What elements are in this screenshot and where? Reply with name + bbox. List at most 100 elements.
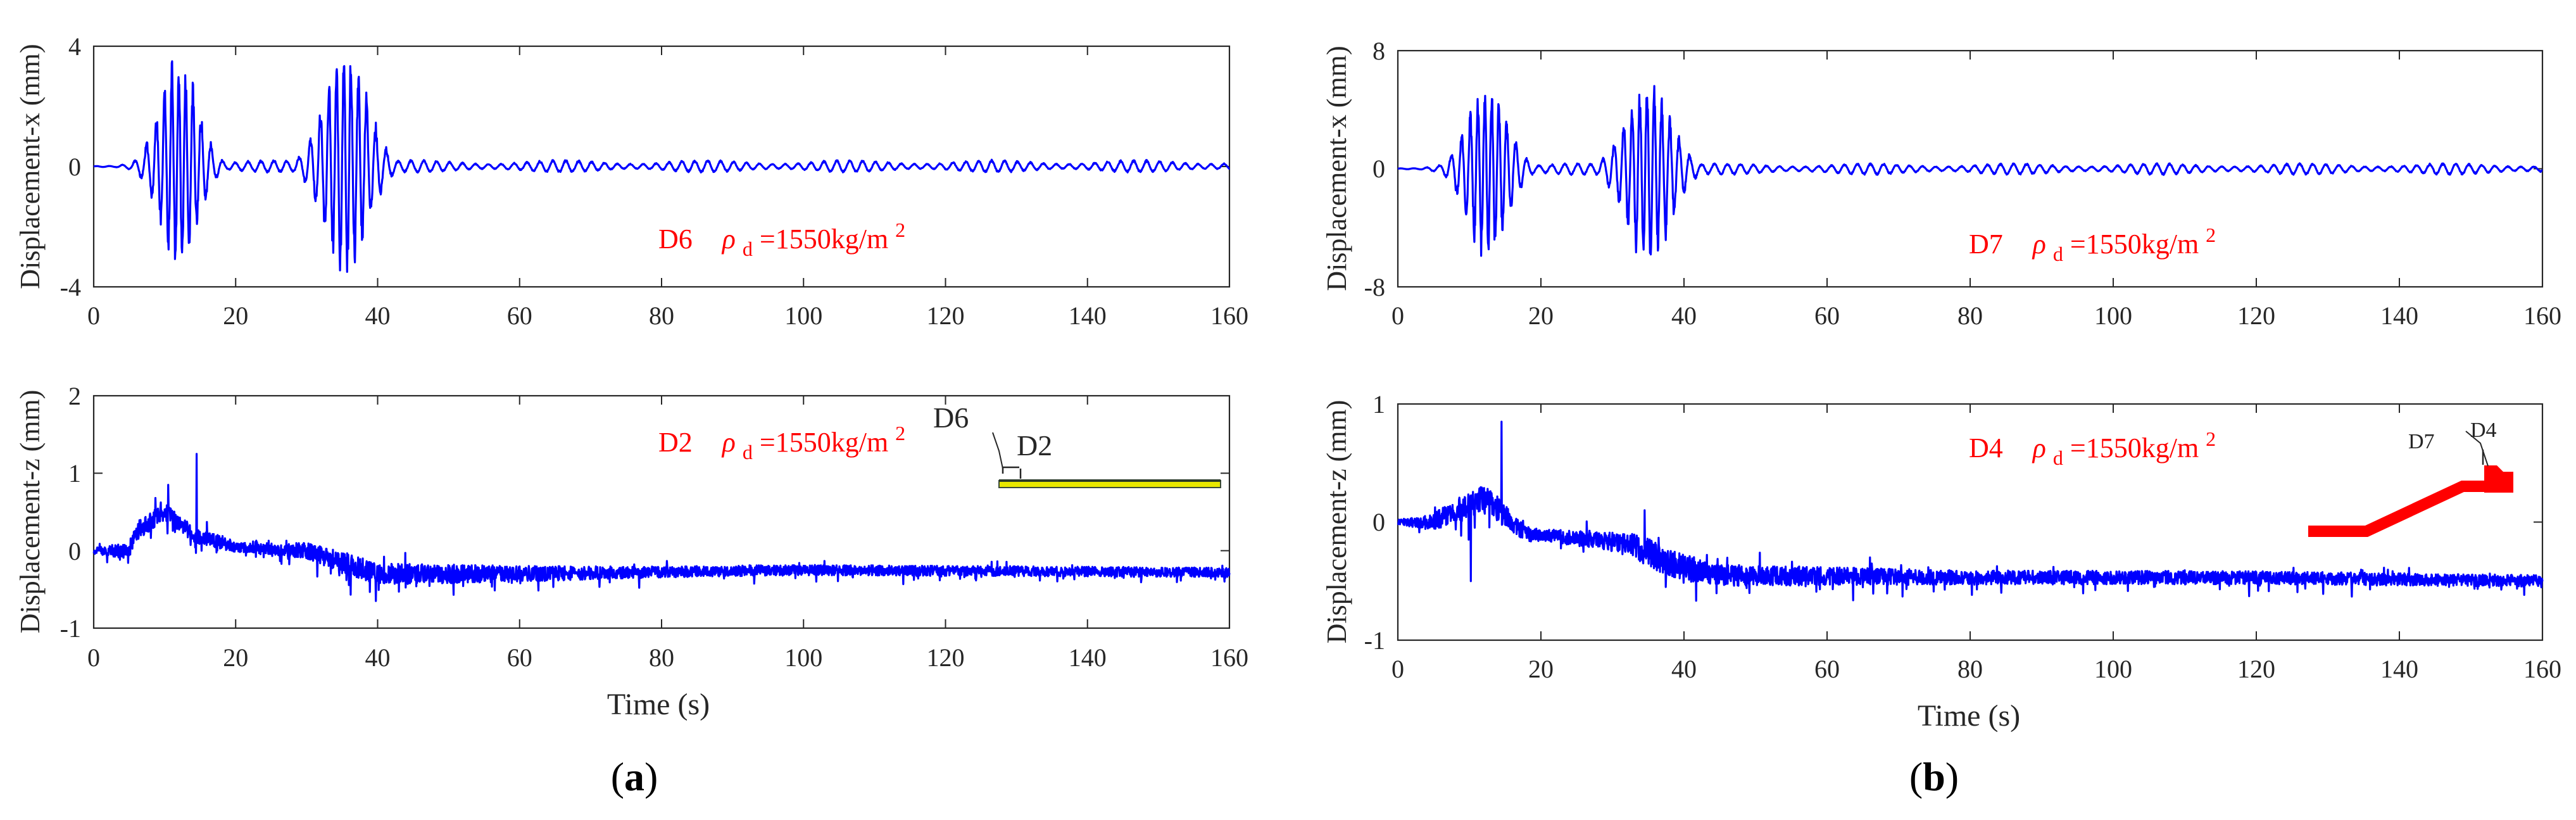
y-tick-label: 0: [1373, 155, 1385, 183]
annotation-sup: 2: [895, 218, 905, 241]
x-tick-label: 80: [1957, 655, 1983, 683]
y-tick-label: -8: [1364, 273, 1385, 301]
y-axis-label: Displacement-z (mm): [15, 390, 46, 634]
x-tick-label: 60: [1814, 655, 1840, 683]
x-tick-label: 160: [2523, 301, 2561, 330]
x-tick-label: 20: [223, 643, 248, 672]
x-tick-label: 40: [365, 301, 391, 330]
x-tick-label: 20: [1528, 301, 1554, 330]
series-annotation: D2 ρ d =1550kg/m 2: [658, 422, 905, 465]
annotation-sup: 2: [2206, 224, 2216, 246]
y-axis-label: Displacement-x (mm): [15, 44, 46, 289]
y-tick-label: -1: [1364, 626, 1385, 655]
annotation-sub: d: [743, 441, 753, 464]
x-tick-label: 60: [1814, 301, 1840, 330]
x-tick-label: 0: [1392, 655, 1404, 683]
x-tick-label: 120: [2237, 301, 2275, 330]
series-line: [1397, 420, 2544, 602]
x-ticks: 0 20 40 60 80 100 120 140 160: [1392, 51, 2561, 330]
x-ticks: 0 20 40 60 80 100 120 140 160: [87, 46, 1248, 330]
annotation-symbol: ρ: [721, 427, 736, 458]
x-tick-label: 60: [507, 301, 532, 330]
y-tick-label: 1: [1373, 390, 1385, 419]
annotation-sub: d: [743, 237, 753, 260]
x-tick-label: 140: [2380, 655, 2418, 683]
x-tick-label: 80: [1957, 301, 1983, 330]
series-annotation: D6 ρ d =1550kg/m 2: [658, 218, 905, 262]
panel-label-a-letter: a: [624, 754, 644, 799]
panel-label-a-close: ): [644, 754, 658, 799]
x-tick-label: 160: [1210, 301, 1248, 330]
x-tick-label: 160: [2523, 655, 2561, 683]
x-tick-label: 120: [927, 643, 965, 672]
series-annotation: D7 ρ d =1550kg/m 2: [1969, 224, 2216, 267]
y-tick-label: 1: [68, 459, 81, 488]
x-tick-label: 80: [649, 643, 674, 672]
y-tick-label: 0: [68, 153, 81, 181]
chart-a-top: 0 20 40 60 80 100 120 140 160 4 0 -4 Displacemen…: [15, 32, 1248, 330]
annotation-sub: d: [2053, 446, 2063, 469]
inset-slope-crest: [2484, 465, 2513, 493]
x-tick-label: 20: [1528, 655, 1554, 683]
annotation-symbol: ρ: [721, 224, 736, 255]
panel-label-b-letter: b: [1923, 754, 1945, 799]
annotation-symbol: ρ: [2032, 432, 2046, 464]
inset-point-label-d7: D7: [2408, 430, 2435, 453]
annotation-sub: d: [2053, 243, 2063, 265]
x-tick-label: 120: [927, 301, 965, 330]
annotation-point: D7: [1969, 229, 2003, 260]
x-tick-label: 140: [1069, 643, 1107, 672]
series-line: [92, 453, 1231, 602]
inset-slope-profile: D7 D4: [2308, 419, 2513, 537]
x-tick-label: 140: [1069, 301, 1107, 330]
annotation-sup: 2: [895, 422, 905, 445]
x-tick-label: 100: [784, 643, 822, 672]
y-tick-label: -1: [60, 614, 81, 643]
chart-b-bottom: 0 20 40 60 80 100 120 140 160 1 0 -1 Displacemen…: [1321, 390, 2561, 733]
panel-label-b: (b): [1909, 754, 1959, 799]
inset-point-label-d2: D2: [1017, 429, 1052, 462]
x-axis-label: Time (s): [1918, 699, 2020, 733]
panel-label-b-open: (: [1909, 754, 1923, 799]
x-tick-label: 100: [2094, 655, 2132, 683]
y-axis-label: Displacement-x (mm): [1321, 46, 1352, 291]
x-tick-label: 40: [1671, 301, 1697, 330]
y-tick-label: 8: [1373, 37, 1385, 65]
inset-marker-d6: [1002, 466, 1019, 474]
series-line: [93, 60, 1230, 273]
annotation-value: =1550kg/m: [2070, 229, 2199, 260]
x-tick-label: 120: [2237, 655, 2275, 683]
y-axis-label: Displacement-z (mm): [1321, 400, 1352, 644]
x-tick-label: 100: [784, 301, 822, 330]
chart-b-top: 0 20 40 60 80 100 120 140 160 8 0 -8 Displacemen…: [1321, 37, 2561, 330]
x-tick-label: 0: [1392, 301, 1404, 330]
x-tick-label: 20: [223, 301, 248, 330]
x-tick-label: 140: [2380, 301, 2418, 330]
inset-ground-profile: D6 D2: [933, 401, 1221, 488]
y-tick-label: 0: [1373, 508, 1385, 536]
annotation-symbol: ρ: [2032, 229, 2046, 260]
y-tick-label: -4: [60, 273, 81, 301]
x-tick-label: 60: [507, 643, 532, 672]
series-annotation: D4 ρ d =1550kg/m 2: [1969, 427, 2216, 471]
chart-a-bottom: 0 20 40 60 80 100 120 140 160 2 1 0 -1 Displacem…: [15, 382, 1248, 721]
inset-leader-d4: [2465, 431, 2489, 467]
panel-label-a: (a): [611, 754, 658, 799]
y-tick-label: 2: [68, 382, 81, 410]
x-tick-label: 80: [649, 301, 674, 330]
annotation-value: =1550kg/m: [2070, 432, 2199, 464]
series-line: [1397, 85, 2543, 257]
x-tick-label: 100: [2094, 301, 2132, 330]
x-ticks: 0 20 40 60 80 100 120 140 160: [1392, 404, 2561, 683]
y-tick-label: 0: [68, 537, 81, 565]
panel-label-a-open: (: [611, 754, 624, 799]
inset-slope-body: [2308, 481, 2491, 537]
x-tick-label: 40: [1671, 655, 1697, 683]
annotation-value: =1550kg/m: [760, 224, 888, 255]
x-ticks: 0 20 40 60 80 100 120 140 160: [87, 396, 1248, 672]
x-tick-label: 0: [87, 301, 100, 330]
annotation-point: D2: [658, 427, 693, 458]
inset-point-label-d6: D6: [933, 401, 969, 434]
panel-label-b-close: ): [1945, 754, 1959, 799]
